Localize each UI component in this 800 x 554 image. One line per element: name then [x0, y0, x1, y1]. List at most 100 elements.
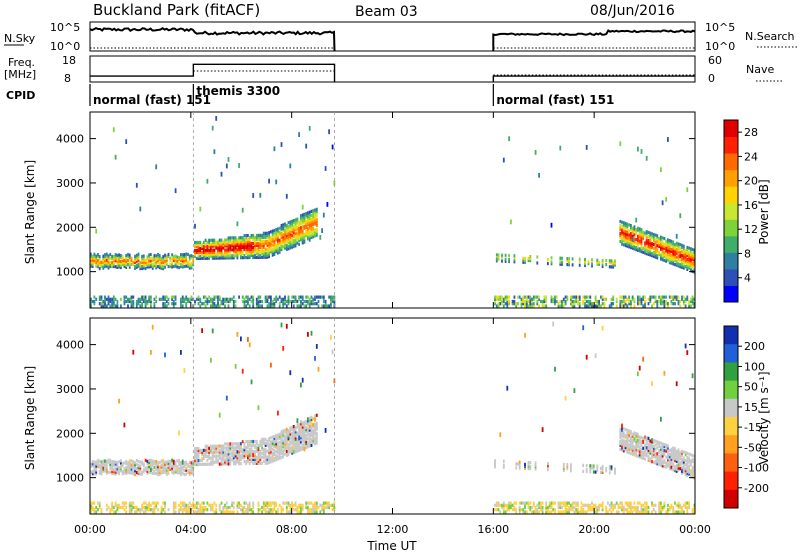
velocity-cell: [536, 503, 539, 507]
velocity-cell: [164, 503, 166, 507]
velocity-cell: [522, 508, 525, 512]
velocity-cell: [252, 439, 255, 444]
power-cell: [312, 227, 315, 231]
power-cell: [280, 235, 283, 240]
velocity-cell: [192, 465, 195, 470]
power-cell: [109, 262, 112, 267]
velocity-cell: [612, 503, 615, 507]
colorbar-swatch: [724, 268, 738, 286]
power-cell: [139, 265, 142, 269]
velocity-cell: [640, 508, 643, 512]
velocity-cell: [164, 501, 166, 505]
velocity-cell: [305, 439, 308, 444]
velocity-cell: [270, 501, 272, 505]
velocity-cell: [158, 468, 161, 472]
velocity-cell: [651, 510, 653, 514]
velocity-cell: [291, 447, 293, 451]
power-cell: [584, 297, 586, 301]
velocity-cell: [628, 505, 630, 510]
power-cell: [118, 257, 120, 261]
velocity-cell: [624, 443, 627, 448]
power-cell: [631, 234, 634, 238]
power-colorbar-label: Power [dB]: [757, 179, 771, 244]
power-cell: [112, 295, 115, 299]
power-cell: [248, 249, 251, 254]
power-cell: [612, 302, 615, 306]
power-cell: [619, 304, 622, 308]
velocity-cell: [610, 465, 613, 469]
velocity-cell: [167, 469, 170, 473]
velocity-cell: [137, 469, 140, 474]
velocity-cell: [654, 459, 657, 463]
velocity-cell: [300, 382, 302, 388]
velocity-cell: [305, 426, 308, 430]
power-cell: [112, 262, 115, 267]
velocity-cell: [658, 458, 660, 463]
cpid-mode-2: normal (fast) 151: [496, 93, 614, 107]
velocity-cell: [220, 456, 223, 460]
velocity-cell: [167, 465, 170, 469]
velocity-cell: [160, 510, 163, 514]
power-cell: [204, 242, 207, 246]
velocity-cell: [202, 501, 205, 505]
velocity-cell: [635, 440, 638, 444]
power-cell: [232, 302, 235, 306]
power-cell: [188, 299, 191, 304]
power-cell: [693, 302, 696, 306]
velocity-cell: [635, 505, 638, 510]
power-cell: [529, 259, 532, 263]
power-cell: [667, 137, 669, 142]
power-cell: [312, 215, 315, 219]
velocity-cell: [300, 424, 302, 428]
velocity-cell: [155, 501, 158, 505]
power-cell: [202, 302, 205, 306]
velocity-cell: [324, 501, 327, 505]
velocity-cell: [547, 464, 549, 468]
velocity-cell: [204, 508, 207, 512]
power-cell: [626, 304, 629, 308]
power-cell: [194, 250, 196, 255]
power-cell: [183, 264, 186, 269]
velocity-cell: [621, 505, 623, 510]
velocity-cell: [215, 448, 218, 452]
power-cell: [674, 247, 676, 251]
power-cell: [107, 260, 110, 264]
power-cell: [291, 219, 293, 223]
velocity-cell: [591, 466, 593, 470]
power-cell: [181, 257, 184, 261]
power-cell: [125, 255, 128, 260]
power-cell: [248, 248, 251, 252]
velocity-cell: [622, 441, 625, 445]
velocity-cell: [596, 466, 599, 470]
velocity-cell: [130, 510, 133, 514]
velocity-cell: [506, 385, 509, 391]
power-cell: [100, 304, 103, 308]
velocity-cell: [208, 503, 210, 507]
power-cell: [243, 246, 246, 250]
velocity-cell: [658, 456, 660, 461]
velocity-cell: [217, 446, 219, 450]
power-cell: [294, 220, 297, 224]
velocity-cell: [626, 440, 629, 444]
power-cell: [261, 243, 263, 247]
velocity-cell: [596, 464, 599, 468]
power-cell: [550, 262, 553, 266]
velocity-cell: [610, 510, 613, 514]
power-cell: [292, 227, 295, 231]
power-cell: [677, 299, 680, 304]
power-cell: [211, 252, 214, 256]
power-cell: [652, 232, 655, 237]
velocity-cell: [229, 446, 232, 450]
velocity-cell: [633, 447, 636, 451]
power-cell: [266, 231, 269, 235]
velocity-cell: [183, 501, 186, 505]
power-cell: [585, 304, 588, 308]
power-cell: [693, 252, 696, 256]
velocity-cell: [679, 457, 682, 461]
velocity-cell: [128, 463, 131, 467]
power-cell: [236, 250, 239, 254]
velocity-cell: [508, 501, 510, 505]
power-cell: [312, 299, 315, 304]
velocity-cell: [681, 510, 683, 514]
power-cell: [315, 295, 318, 299]
